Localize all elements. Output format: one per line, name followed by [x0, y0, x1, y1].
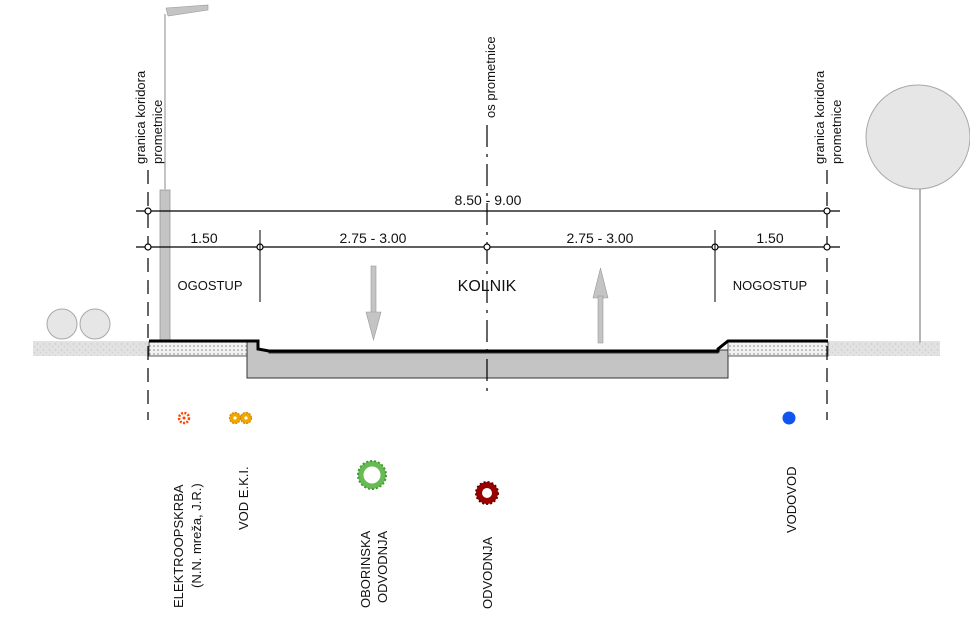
tree-icon: [865, 84, 970, 190]
dim-tick: [823, 207, 831, 215]
bush-icon: [46, 308, 78, 340]
dim-total-label: 8.50 - 9.00: [455, 192, 522, 208]
lamp-pole: [159, 189, 171, 343]
dim-left-sidewalk-label: 1.50: [190, 230, 217, 246]
elektro-label-1: ELEKTROOPSKRBA: [171, 484, 186, 608]
oborinska-pipe-icon: [357, 460, 387, 490]
corridor-right-label-1: granica koridora: [812, 70, 827, 164]
oborinska-label-1: OBORINSKA: [358, 530, 373, 608]
vodovod-label: VODOVOD: [784, 467, 799, 533]
odvodnja-pipe-icon: [475, 481, 499, 505]
oborinska-label-2: ODVODNJA: [375, 530, 390, 603]
dim-tick: [823, 243, 831, 251]
dim-tick: [144, 207, 152, 215]
dim-right-sidewalk-label: 1.50: [756, 230, 783, 246]
lamp-head-icon: [165, 4, 209, 17]
sidewalk-right-strip: [727, 341, 829, 357]
eki-cable-icon: [228, 411, 253, 425]
vodovod-pipe-icon: [782, 411, 796, 425]
elektro-cable-icon: [177, 411, 191, 425]
bush-icon: [79, 308, 111, 340]
eki-label: VOD E.K.I.: [236, 466, 251, 530]
elektro-label-2: (N.N. mreža, J.R.): [189, 483, 204, 588]
ground-right: [828, 341, 940, 356]
dim-tick: [483, 243, 491, 251]
dim-left-lane-label: 2.75 - 3.00: [340, 230, 407, 246]
sidewalk-left-strip: [148, 341, 248, 357]
dim-tick: [144, 243, 152, 251]
odvodnja-label: ODVODNJA: [480, 536, 495, 609]
corridor-left-label-2: prometnice: [150, 100, 165, 164]
arrow-up-icon: [592, 267, 609, 344]
corridor-left-label-1: granica koridora: [133, 70, 148, 164]
dim-right-lane-label: 2.75 - 3.00: [567, 230, 634, 246]
arrow-down-icon: [365, 265, 382, 342]
sidewalk-left-label: OGOSTUP: [177, 278, 242, 293]
ground-left: [33, 341, 149, 356]
road-surface-line: [149, 339, 828, 353]
corridor-right-label-2: prometnice: [829, 100, 844, 164]
axis-label: os prometnice: [483, 36, 498, 118]
sidewalk-right-label: NOGOSTUP: [733, 278, 807, 293]
kolnik-label: KOLNIK: [458, 278, 517, 295]
